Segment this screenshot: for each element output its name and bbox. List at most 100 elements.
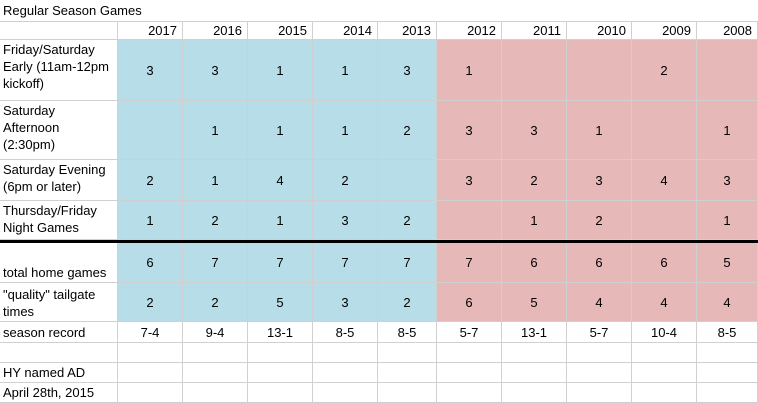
year-header-cell[interactable]: 2009	[632, 22, 697, 40]
empty-cell[interactable]	[313, 383, 378, 403]
data-cell[interactable]: 4	[697, 283, 758, 322]
data-cell[interactable]: 13-1	[502, 322, 567, 343]
data-cell[interactable]: 1	[248, 101, 313, 160]
data-cell[interactable]: 7-4	[118, 322, 183, 343]
data-cell[interactable]: 3	[567, 160, 632, 201]
empty-cell[interactable]	[183, 363, 248, 383]
row-label-cell[interactable]: HY named AD	[0, 363, 118, 383]
data-cell[interactable]: 7	[313, 243, 378, 283]
empty-cell[interactable]	[313, 343, 378, 363]
data-cell[interactable]: 3	[697, 160, 758, 201]
data-cell[interactable]: 5-7	[567, 322, 632, 343]
data-cell[interactable]: 1	[697, 201, 758, 240]
empty-cell[interactable]	[567, 363, 632, 383]
empty-cell[interactable]	[567, 343, 632, 363]
empty-cell[interactable]	[378, 343, 437, 363]
data-cell[interactable]: 4	[632, 283, 697, 322]
empty-cell[interactable]	[118, 383, 183, 403]
data-cell[interactable]: 4	[632, 160, 697, 201]
year-header-cell[interactable]: 2011	[502, 22, 567, 40]
data-cell[interactable]: 1	[183, 160, 248, 201]
empty-cell[interactable]	[632, 363, 697, 383]
row-label-cell[interactable]: Saturday Afternoon (2:30pm)	[0, 101, 118, 160]
data-cell[interactable]: 1	[502, 201, 567, 240]
data-cell[interactable]: 3	[313, 283, 378, 322]
empty-cell[interactable]	[697, 343, 758, 363]
data-cell[interactable]: 1	[313, 101, 378, 160]
data-cell[interactable]: 5	[248, 283, 313, 322]
year-header-cell[interactable]: 2010	[567, 22, 632, 40]
data-cell[interactable]	[632, 101, 697, 160]
empty-cell[interactable]	[437, 343, 502, 363]
data-cell[interactable]: 2	[118, 160, 183, 201]
data-cell[interactable]: 4	[567, 283, 632, 322]
year-header-cell[interactable]: 2013	[378, 22, 437, 40]
row-label-cell[interactable]: April 28th, 2015	[0, 383, 118, 403]
data-cell[interactable]: 2	[118, 283, 183, 322]
data-cell[interactable]: 2	[313, 160, 378, 201]
data-cell[interactable]: 6	[437, 283, 502, 322]
data-cell[interactable]: 7	[183, 243, 248, 283]
data-cell[interactable]: 2	[183, 201, 248, 240]
year-header-cell[interactable]: 2016	[183, 22, 248, 40]
empty-cell[interactable]	[502, 363, 567, 383]
data-cell[interactable]: 1	[118, 201, 183, 240]
empty-cell[interactable]	[437, 363, 502, 383]
data-cell[interactable]	[118, 101, 183, 160]
data-cell[interactable]: 3	[313, 201, 378, 240]
data-cell[interactable]: 6	[632, 243, 697, 283]
data-cell[interactable]: 7	[248, 243, 313, 283]
empty-cell[interactable]	[697, 363, 758, 383]
empty-cell[interactable]	[697, 383, 758, 403]
year-header-cell[interactable]: 2017	[118, 22, 183, 40]
data-cell[interactable]: 2	[378, 283, 437, 322]
data-cell[interactable]: 6	[118, 243, 183, 283]
row-label-cell[interactable]	[0, 343, 118, 363]
data-cell[interactable]: 2	[378, 201, 437, 240]
year-header-cell[interactable]: 2008	[697, 22, 758, 40]
data-cell[interactable]	[567, 40, 632, 101]
data-cell[interactable]: 1	[248, 201, 313, 240]
row-label-cell[interactable]: season record	[0, 322, 118, 343]
empty-cell[interactable]	[502, 343, 567, 363]
empty-cell[interactable]	[183, 343, 248, 363]
data-cell[interactable]: 1	[313, 40, 378, 101]
data-cell[interactable]: 13-1	[248, 322, 313, 343]
data-cell[interactable]	[437, 201, 502, 240]
data-cell[interactable]: 3	[437, 101, 502, 160]
data-cell[interactable]: 2	[378, 101, 437, 160]
empty-cell[interactable]	[632, 383, 697, 403]
data-cell[interactable]: 6	[567, 243, 632, 283]
row-label-cell[interactable]: Friday/Saturday Early (11am-12pm kickoff…	[0, 40, 118, 101]
empty-cell[interactable]	[378, 363, 437, 383]
row-label-cell[interactable]: Thursday/Friday Night Games	[0, 201, 118, 240]
data-cell[interactable]: 5	[502, 283, 567, 322]
empty-cell[interactable]	[248, 383, 313, 403]
data-cell[interactable]: 4	[248, 160, 313, 201]
empty-cell[interactable]	[183, 383, 248, 403]
data-cell[interactable]: 1	[567, 101, 632, 160]
data-cell[interactable]: 10-4	[632, 322, 697, 343]
row-label-cell[interactable]: total home games	[0, 243, 118, 283]
data-cell[interactable]: 8-5	[697, 322, 758, 343]
year-header-cell[interactable]: 2015	[248, 22, 313, 40]
data-cell[interactable]: 5-7	[437, 322, 502, 343]
empty-cell[interactable]	[118, 343, 183, 363]
data-cell[interactable]: 8-5	[313, 322, 378, 343]
year-header-cell[interactable]: 2012	[437, 22, 502, 40]
data-cell[interactable]: 2	[183, 283, 248, 322]
empty-cell[interactable]	[248, 363, 313, 383]
data-cell[interactable]: 2	[502, 160, 567, 201]
row-label-cell[interactable]	[0, 22, 118, 40]
data-cell[interactable]: 8-5	[378, 322, 437, 343]
data-cell[interactable]: 9-4	[183, 322, 248, 343]
row-label-cell[interactable]: "quality" tailgate times	[0, 283, 118, 322]
data-cell[interactable]	[697, 40, 758, 101]
data-cell[interactable]	[502, 40, 567, 101]
empty-cell[interactable]	[502, 383, 567, 403]
data-cell[interactable]: 2	[567, 201, 632, 240]
data-cell[interactable]: 1	[248, 40, 313, 101]
data-cell[interactable]: 5	[697, 243, 758, 283]
empty-cell[interactable]	[313, 363, 378, 383]
data-cell[interactable]: 3	[502, 101, 567, 160]
